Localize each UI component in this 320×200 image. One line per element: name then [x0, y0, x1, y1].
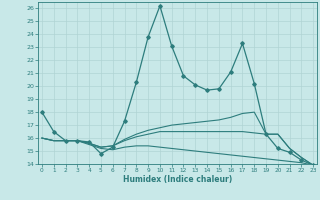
X-axis label: Humidex (Indice chaleur): Humidex (Indice chaleur): [123, 175, 232, 184]
